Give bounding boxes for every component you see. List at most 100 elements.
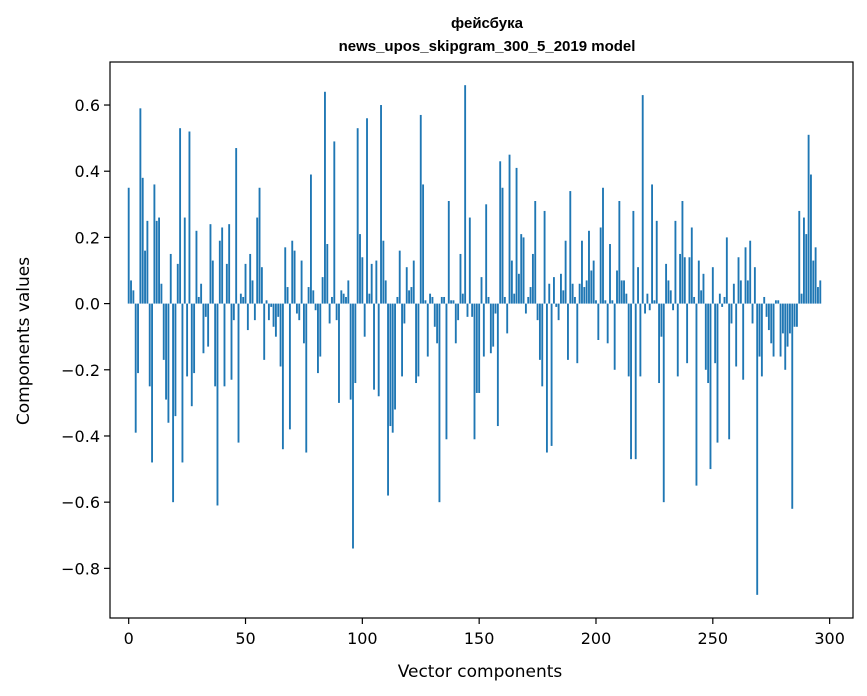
y-tick-label: −0.6 xyxy=(61,493,100,512)
bar xyxy=(618,201,621,304)
bar xyxy=(774,300,777,304)
bar xyxy=(338,303,340,403)
bar xyxy=(260,267,263,304)
bar xyxy=(305,303,308,453)
bar xyxy=(767,303,770,331)
bar xyxy=(581,240,583,304)
bar xyxy=(564,240,567,304)
bar xyxy=(132,290,135,304)
bar xyxy=(522,237,525,304)
bar xyxy=(356,128,359,304)
bar xyxy=(459,253,462,304)
x-tick-label: 250 xyxy=(698,629,729,648)
bar xyxy=(454,303,457,344)
bar xyxy=(803,217,805,304)
bar xyxy=(419,114,422,304)
y-tick-label: 0.0 xyxy=(75,295,100,314)
chart-title-line-1: фейсбука xyxy=(451,15,524,32)
bar xyxy=(466,303,469,317)
bar xyxy=(200,283,203,304)
bar xyxy=(718,293,721,304)
bar xyxy=(770,303,773,344)
bar xyxy=(604,300,607,304)
bar xyxy=(207,303,210,347)
y-tick-label: 0.2 xyxy=(75,228,100,247)
bar xyxy=(286,287,289,304)
bar xyxy=(489,303,492,354)
bar xyxy=(151,303,153,463)
bar xyxy=(457,303,460,321)
bar xyxy=(195,230,198,304)
bar xyxy=(648,303,651,311)
bar xyxy=(669,290,672,304)
bar xyxy=(660,303,663,337)
bar xyxy=(627,303,630,377)
bar xyxy=(468,217,471,304)
x-tick-label: 300 xyxy=(814,629,845,648)
bar xyxy=(440,296,443,304)
bar xyxy=(574,296,576,304)
bar xyxy=(193,303,196,374)
bar xyxy=(508,154,511,304)
bars-group xyxy=(127,85,822,595)
bar xyxy=(172,303,175,503)
bar xyxy=(433,303,436,327)
bar xyxy=(665,263,668,304)
bar xyxy=(543,210,546,304)
bar xyxy=(482,303,485,357)
bar xyxy=(545,303,548,453)
bar xyxy=(693,296,696,304)
bar xyxy=(679,253,682,304)
bar xyxy=(480,277,483,304)
bar xyxy=(202,303,205,354)
bar xyxy=(737,257,740,304)
bar xyxy=(602,187,604,304)
bar xyxy=(744,247,747,304)
bar xyxy=(270,303,273,307)
bar xyxy=(496,303,499,427)
bar xyxy=(230,303,233,380)
bar xyxy=(221,227,224,304)
bar xyxy=(578,283,581,304)
y-axis-ticks: 0.6 0.4 0.2 0.0 −0.2 −0.4 −0.6 −0.8 xyxy=(61,96,110,578)
bar xyxy=(160,283,163,304)
bar xyxy=(130,280,132,304)
bar xyxy=(616,270,618,304)
bar xyxy=(363,303,366,337)
bar xyxy=(190,303,193,407)
bar xyxy=(235,148,238,304)
bar xyxy=(494,303,497,314)
bar xyxy=(805,234,808,304)
bar xyxy=(146,220,149,304)
bar xyxy=(382,240,385,304)
bar xyxy=(695,303,698,486)
bar xyxy=(293,250,296,304)
bar xyxy=(426,303,429,357)
bar xyxy=(277,303,280,317)
bar xyxy=(188,131,191,304)
bar xyxy=(228,224,231,304)
bar xyxy=(438,303,441,503)
bar xyxy=(569,191,572,304)
bar xyxy=(623,280,625,304)
bar xyxy=(637,267,639,304)
bar xyxy=(445,303,448,440)
bar xyxy=(625,293,628,304)
bar xyxy=(326,244,329,304)
bar xyxy=(676,303,679,377)
bar xyxy=(335,303,338,321)
bar xyxy=(214,303,217,387)
bar xyxy=(662,303,665,503)
bar xyxy=(137,303,139,374)
bar xyxy=(186,303,189,377)
bar xyxy=(567,303,569,360)
bar xyxy=(786,303,789,347)
bar xyxy=(686,303,689,364)
bar xyxy=(588,230,590,304)
bar xyxy=(732,283,735,304)
bar xyxy=(396,296,399,304)
bar xyxy=(169,253,172,304)
bar xyxy=(658,303,661,384)
bar xyxy=(524,303,527,314)
bar xyxy=(204,303,207,317)
